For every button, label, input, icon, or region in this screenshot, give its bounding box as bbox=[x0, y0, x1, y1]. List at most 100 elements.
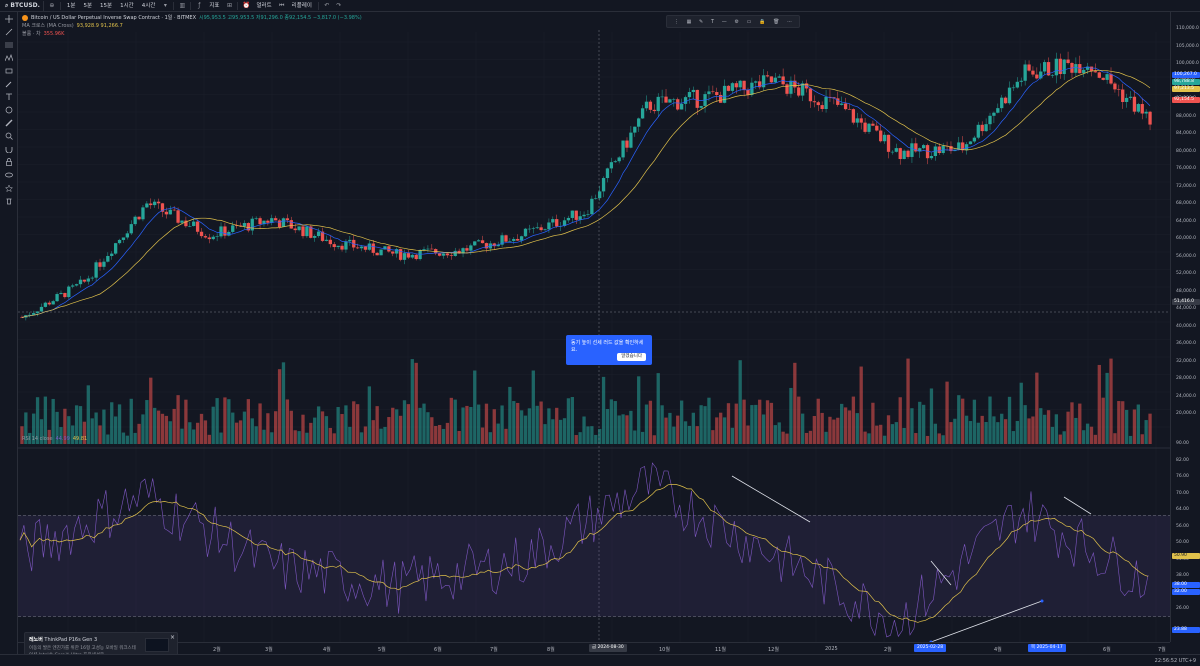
ruler-tool-icon[interactable] bbox=[0, 116, 18, 129]
candle bbox=[168, 209, 172, 215]
candle bbox=[1043, 62, 1047, 72]
candle bbox=[890, 151, 895, 153]
trendline-tool-icon[interactable] bbox=[0, 25, 18, 38]
zoom-tool-icon[interactable] bbox=[0, 129, 18, 142]
indicators-icon[interactable]: ƒ bbox=[198, 2, 201, 9]
volume-bar bbox=[297, 431, 301, 444]
drag-handle-icon[interactable]: ⋮ bbox=[673, 18, 679, 25]
volume-bar bbox=[254, 426, 258, 444]
pattern-tool-icon[interactable] bbox=[0, 51, 18, 64]
price-tick-label: 36,000.0 bbox=[1176, 341, 1197, 346]
candle bbox=[192, 221, 196, 227]
text-color-icon[interactable]: T bbox=[710, 18, 715, 25]
volume-bar bbox=[551, 419, 555, 444]
comment-icon[interactable]: ▭ bbox=[746, 18, 752, 25]
alert-icon[interactable]: ⏰ bbox=[242, 2, 251, 9]
rsi-price-label: 32.00 bbox=[1172, 589, 1200, 595]
candle bbox=[875, 125, 879, 131]
replay-icon[interactable]: ⏮ bbox=[278, 1, 285, 9]
candle bbox=[262, 220, 266, 225]
more-icon[interactable]: ⋯ bbox=[787, 18, 793, 25]
price-axis[interactable]: 110,000.0105,000.0100,000.096,000.092,00… bbox=[1170, 12, 1200, 642]
volume-bar bbox=[847, 410, 852, 444]
interval-5m[interactable]: 5분 bbox=[83, 2, 93, 9]
dialog-ok-button[interactable]: 알겠습니다 bbox=[617, 353, 646, 361]
alert-button[interactable]: 얼러트 bbox=[256, 2, 272, 9]
candle bbox=[539, 227, 543, 231]
candle bbox=[293, 228, 297, 231]
candle-type-icon[interactable]: ▥ bbox=[179, 2, 186, 9]
volume-bar bbox=[812, 416, 817, 444]
volume-bar bbox=[988, 396, 992, 444]
volume-bar bbox=[761, 414, 766, 444]
candle bbox=[840, 103, 844, 105]
candle bbox=[102, 261, 106, 267]
candle bbox=[957, 142, 961, 150]
volume-bar bbox=[816, 398, 820, 444]
trash-icon[interactable]: 🗑 bbox=[773, 18, 780, 25]
volume-bar bbox=[648, 400, 653, 444]
volume-bar bbox=[882, 435, 887, 444]
candle bbox=[82, 279, 87, 282]
magnet-tool-icon[interactable] bbox=[0, 142, 18, 155]
candle bbox=[644, 101, 649, 109]
volume-bar bbox=[207, 434, 211, 444]
line-color-icon[interactable]: ✎ bbox=[699, 18, 704, 25]
candle bbox=[473, 241, 477, 246]
favorites-icon[interactable] bbox=[0, 181, 18, 194]
text-tool-icon[interactable] bbox=[0, 90, 18, 103]
settings-icon[interactable]: ⚙ bbox=[734, 18, 739, 25]
lock-drawing-icon[interactable] bbox=[0, 155, 18, 168]
interval-4h[interactable]: 4시간 bbox=[141, 2, 156, 9]
undo-icon[interactable]: ↶ bbox=[324, 2, 330, 9]
candle bbox=[207, 237, 211, 240]
volume-bar bbox=[39, 419, 44, 444]
hide-drawings-icon[interactable] bbox=[0, 168, 18, 181]
candle bbox=[55, 294, 59, 302]
volume-bar bbox=[968, 421, 973, 444]
volume-bar bbox=[496, 423, 500, 444]
candle bbox=[676, 99, 680, 110]
candle bbox=[234, 225, 239, 227]
interval-1h[interactable]: 1시간 bbox=[120, 2, 134, 9]
projection-tool-icon[interactable] bbox=[0, 64, 18, 77]
candle bbox=[344, 241, 348, 250]
rsi-label[interactable]: RSI 14 close bbox=[22, 436, 53, 442]
candle bbox=[886, 134, 891, 152]
interval-1m[interactable]: 1분 bbox=[66, 2, 76, 9]
candle bbox=[106, 255, 110, 262]
volume-bar bbox=[793, 362, 797, 444]
symbol-title[interactable]: Bitcoin / US Dollar Perpetual Inverse Sw… bbox=[31, 15, 196, 21]
interval-15m[interactable]: 15분 bbox=[100, 2, 113, 9]
candle bbox=[149, 203, 153, 206]
lock-icon[interactable]: 🔒 bbox=[759, 18, 766, 25]
templates-icon[interactable]: ⊞ bbox=[226, 2, 232, 9]
redo-icon[interactable]: ↷ bbox=[336, 2, 342, 9]
volume-bar bbox=[59, 427, 63, 444]
candle bbox=[824, 96, 828, 110]
price-chart[interactable] bbox=[18, 12, 1170, 642]
ma-indicator-label[interactable]: MA 크로스 (MA Cross) bbox=[22, 23, 74, 29]
crosshair-tool-icon[interactable] bbox=[0, 12, 18, 25]
chevron-down-icon[interactable]: ▾ bbox=[163, 2, 167, 9]
template-icon[interactable]: ▦ bbox=[686, 18, 692, 25]
emoji-tool-icon[interactable] bbox=[0, 103, 18, 116]
rsi-tick-label: 56.00 bbox=[1176, 523, 1189, 529]
candle bbox=[141, 207, 145, 220]
symbol-search[interactable]: ⌕ BTCUSD. bbox=[2, 0, 44, 11]
close-icon[interactable]: × bbox=[169, 634, 175, 641]
volume-indicator-label[interactable]: 볼륨 · 차 bbox=[22, 31, 41, 37]
trash-icon[interactable] bbox=[0, 194, 18, 207]
volume-bar bbox=[480, 427, 485, 444]
line-width-icon[interactable]: — bbox=[721, 18, 727, 25]
replay-button[interactable]: 리플레이 bbox=[291, 2, 312, 9]
time-axis[interactable]: 2월3월4월5월6월7월8월10월11월12월20252월4월5월6월7월금 2… bbox=[18, 642, 1170, 654]
add-symbol-icon[interactable]: ⊕ bbox=[49, 2, 55, 9]
volume-bar bbox=[1074, 417, 1078, 444]
candle bbox=[921, 145, 926, 149]
fib-tool-icon[interactable] bbox=[0, 38, 18, 51]
indicators-button[interactable]: 지표 bbox=[209, 2, 220, 9]
brush-tool-icon[interactable] bbox=[0, 77, 18, 90]
candle bbox=[640, 108, 645, 119]
chart-pane[interactable] bbox=[18, 12, 1170, 642]
